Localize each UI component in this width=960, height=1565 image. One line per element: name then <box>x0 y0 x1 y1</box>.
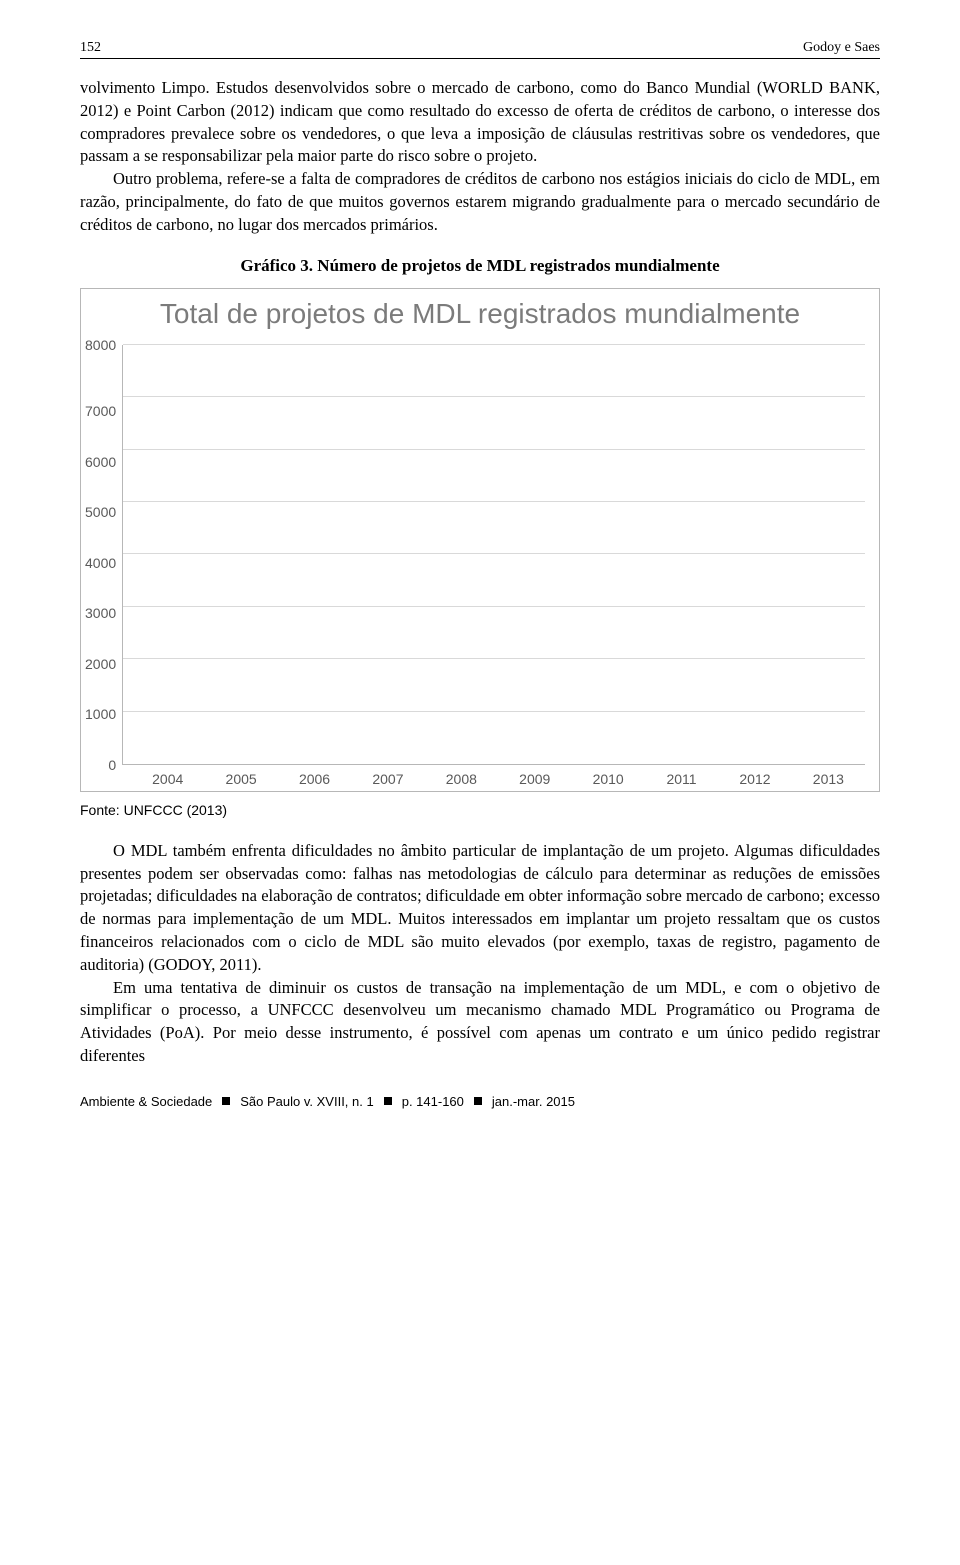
x-tick: 2010 <box>571 771 644 787</box>
y-tick: 7000 <box>85 403 116 419</box>
x-axis: 2004200520062007200820092010201120122013 <box>85 771 875 787</box>
paragraph: volvimento Limpo. Estudos desenvolvidos … <box>80 77 880 168</box>
y-tick: 5000 <box>85 504 116 520</box>
gridline <box>123 553 865 554</box>
y-tick: 4000 <box>85 555 116 571</box>
gridline <box>123 396 865 397</box>
header-authors: Godoy e Saes <box>803 40 880 56</box>
y-tick: 6000 <box>85 454 116 470</box>
x-tick: 2012 <box>718 771 791 787</box>
x-tick: 2011 <box>645 771 718 787</box>
gridline <box>123 501 865 502</box>
gridline <box>123 449 865 450</box>
page-header: 152 Godoy e Saes <box>80 40 880 59</box>
separator-icon <box>384 1097 392 1105</box>
chart-source: Fonte: UNFCCC (2013) <box>80 802 880 818</box>
gridline <box>123 711 865 712</box>
x-tick: 2005 <box>204 771 277 787</box>
footer-journal: Ambiente & Sociedade <box>80 1094 212 1109</box>
y-tick: 2000 <box>85 656 116 672</box>
x-tick: 2008 <box>425 771 498 787</box>
x-tick: 2009 <box>498 771 571 787</box>
chart-container: Total de projetos de MDL registrados mun… <box>80 288 880 792</box>
y-tick: 1000 <box>85 706 116 722</box>
footer-pages: p. 141-160 <box>402 1094 464 1109</box>
x-tick: 2004 <box>131 771 204 787</box>
x-tick: 2006 <box>278 771 351 787</box>
y-tick: 3000 <box>85 605 116 621</box>
plot-region <box>122 345 865 765</box>
paragraph: Outro problema, refere-se a falta de com… <box>80 168 880 236</box>
paragraph: O MDL também enfrenta dificuldades no âm… <box>80 840 880 977</box>
y-tick: 0 <box>108 757 116 773</box>
footer-place: São Paulo v. XVIII, n. 1 <box>240 1094 373 1109</box>
chart-title: Total de projetos de MDL registrados mun… <box>85 297 875 331</box>
footer-date: jan.-mar. 2015 <box>492 1094 575 1109</box>
x-tick: 2013 <box>792 771 865 787</box>
body-text-block-2: O MDL também enfrenta dificuldades no âm… <box>80 840 880 1068</box>
chart-plot-area: 800070006000500040003000200010000 <box>85 345 875 765</box>
page-number: 152 <box>80 40 101 56</box>
page-footer: Ambiente & Sociedade São Paulo v. XVIII,… <box>80 1094 880 1109</box>
separator-icon <box>222 1097 230 1105</box>
gridline <box>123 658 865 659</box>
gridline <box>123 344 865 345</box>
chart-caption: Gráfico 3. Número de projetos de MDL reg… <box>80 256 880 276</box>
paragraph: Em uma tentativa de diminuir os custos d… <box>80 977 880 1068</box>
body-text-block-1: volvimento Limpo. Estudos desenvolvidos … <box>80 77 880 236</box>
gridline <box>123 606 865 607</box>
y-tick: 8000 <box>85 337 116 353</box>
separator-icon <box>474 1097 482 1105</box>
x-tick: 2007 <box>351 771 424 787</box>
y-axis: 800070006000500040003000200010000 <box>85 345 122 765</box>
